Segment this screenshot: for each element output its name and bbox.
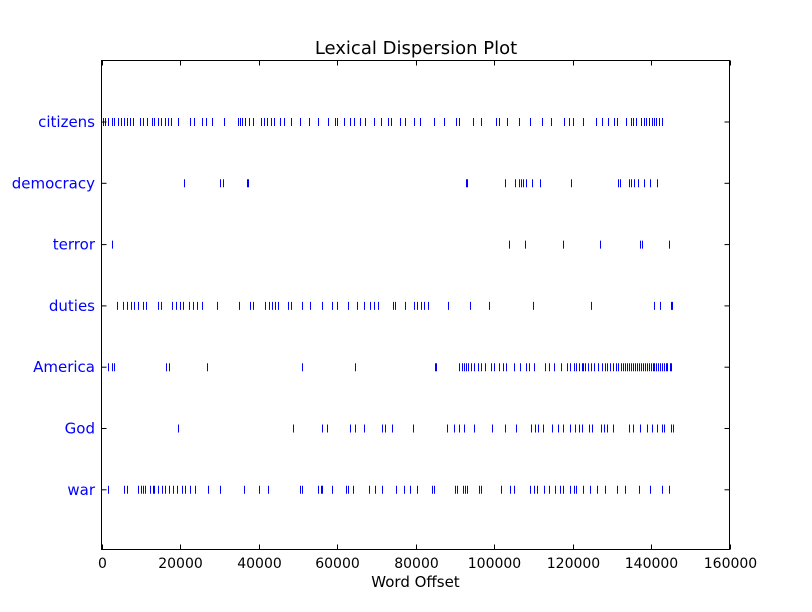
y-tick-label: democracy bbox=[12, 174, 95, 192]
y-axis: citizens democracy terror duties America God w… bbox=[12, 113, 730, 499]
x-tick-label: 140000 bbox=[625, 556, 678, 572]
x-axis: 0 20000 40000 60000 80000 100000 120000 140000 1… bbox=[98, 60, 757, 572]
y-tick-label: God bbox=[65, 420, 95, 438]
x-tick-label: 100000 bbox=[468, 556, 521, 572]
x-axis-label: Word Offset bbox=[371, 573, 460, 591]
y-tick-label: America bbox=[33, 358, 95, 376]
series-marks bbox=[103, 118, 674, 494]
y-tick-label: war bbox=[67, 481, 95, 499]
x-tick-label: 20000 bbox=[158, 556, 203, 572]
x-tick-label: 80000 bbox=[394, 556, 439, 572]
chart-title: Lexical Dispersion Plot bbox=[315, 38, 517, 59]
plot-frame bbox=[101, 60, 730, 550]
y-tick-label: citizens bbox=[38, 113, 95, 131]
y-tick-label: terror bbox=[53, 236, 96, 254]
x-tick-label: 120000 bbox=[547, 556, 600, 572]
y-tick-label: duties bbox=[49, 297, 95, 315]
x-tick-label: 0 bbox=[98, 556, 107, 572]
x-tick-label: 160000 bbox=[704, 556, 757, 572]
x-tick-label: 60000 bbox=[315, 556, 360, 572]
x-tick-label: 40000 bbox=[237, 556, 282, 572]
